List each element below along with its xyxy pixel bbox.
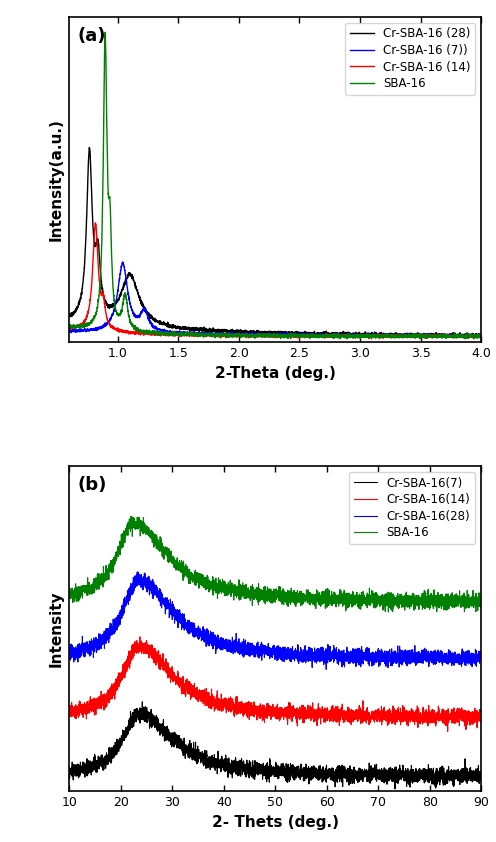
Cr-SBA-16 (14) <box>92 218 98 228</box>
Cr-SBA-16 (28) <box>426 330 432 340</box>
SBA-16 <box>366 589 372 600</box>
Cr-SBA-16(7) <box>392 784 398 794</box>
Cr-SBA-16 (28) <box>470 330 476 340</box>
Cr-SBA-16(14) <box>243 707 249 717</box>
Cr-SBA-16 (14) <box>369 334 374 344</box>
Cr-SBA-16 (28) <box>138 299 144 309</box>
SBA-16 <box>240 589 246 599</box>
SBA-16 <box>478 331 484 341</box>
Cr-SBA-16 (28) <box>478 332 484 342</box>
Cr-SBA-16(28) <box>134 567 140 577</box>
X-axis label: 2-Theta (deg.): 2-Theta (deg.) <box>215 365 336 381</box>
Cr-SBA-16 (7)) <box>66 325 72 335</box>
Legend: Cr-SBA-16 (28), Cr-SBA-16 (7)), Cr-SBA-16 (14), SBA-16: Cr-SBA-16 (28), Cr-SBA-16 (7)), Cr-SBA-1… <box>345 23 475 95</box>
Cr-SBA-16(7) <box>366 768 372 778</box>
Cr-SBA-16(28) <box>240 647 246 657</box>
Cr-SBA-16 (14) <box>426 330 432 340</box>
Line: Cr-SBA-16 (7)): Cr-SBA-16 (7)) <box>69 262 481 338</box>
Cr-SBA-16 (28) <box>225 325 231 335</box>
Cr-SBA-16 (28) <box>66 312 72 322</box>
Line: Cr-SBA-16(7): Cr-SBA-16(7) <box>69 701 481 789</box>
Cr-SBA-16 (7)) <box>120 257 125 267</box>
Cr-SBA-16(28) <box>262 646 268 656</box>
Cr-SBA-16 (7)) <box>114 293 120 303</box>
Cr-SBA-16 (28) <box>243 328 248 338</box>
Line: Cr-SBA-16(14): Cr-SBA-16(14) <box>69 637 481 732</box>
SBA-16 <box>426 331 432 341</box>
SBA-16 <box>470 332 476 342</box>
Cr-SBA-16(7) <box>445 770 451 781</box>
SBA-16 <box>466 591 472 601</box>
Cr-SBA-16 (14) <box>114 324 120 334</box>
SBA-16 <box>478 595 484 605</box>
SBA-16 <box>262 589 268 599</box>
Cr-SBA-16(14) <box>466 712 472 722</box>
Legend: Cr-SBA-16(7), Cr-SBA-16(14), Cr-SBA-16(28), SBA-16: Cr-SBA-16(7), Cr-SBA-16(14), Cr-SBA-16(2… <box>349 472 475 544</box>
Cr-SBA-16(28) <box>466 653 472 663</box>
Cr-SBA-16 (7)) <box>243 329 248 339</box>
Cr-SBA-16 (14) <box>478 331 484 341</box>
Cr-SBA-16 (7)) <box>478 332 484 342</box>
Cr-SBA-16(14) <box>66 704 72 714</box>
SBA-16 <box>138 325 144 335</box>
Cr-SBA-16(28) <box>66 647 72 657</box>
Cr-SBA-16 (28) <box>114 296 120 306</box>
Y-axis label: Intensity(a.u.): Intensity(a.u.) <box>49 118 64 241</box>
Cr-SBA-16 (14) <box>66 323 72 333</box>
Cr-SBA-16(7) <box>466 773 472 783</box>
Cr-SBA-16(7) <box>243 766 249 776</box>
Cr-SBA-16 (7)) <box>426 330 432 340</box>
Cr-SBA-16(14) <box>240 705 246 715</box>
Cr-SBA-16(7) <box>139 696 145 706</box>
SBA-16 <box>114 307 120 317</box>
Cr-SBA-16 (14) <box>470 331 476 341</box>
Text: (b): (b) <box>78 476 107 493</box>
SBA-16 <box>243 331 248 341</box>
X-axis label: 2- Thets (deg.): 2- Thets (deg.) <box>212 815 339 830</box>
Text: (a): (a) <box>78 27 106 45</box>
SBA-16 <box>471 334 477 344</box>
Cr-SBA-16(7) <box>478 769 484 779</box>
Cr-SBA-16(14) <box>262 707 268 717</box>
Cr-SBA-16 (14) <box>243 329 248 339</box>
Cr-SBA-16(28) <box>323 664 329 674</box>
SBA-16 <box>225 333 231 343</box>
Cr-SBA-16(14) <box>478 718 484 728</box>
Cr-SBA-16(28) <box>243 645 249 655</box>
Line: SBA-16: SBA-16 <box>69 32 481 339</box>
Cr-SBA-16 (28) <box>466 333 472 344</box>
Cr-SBA-16 (7)) <box>225 330 231 340</box>
Cr-SBA-16 (14) <box>225 330 231 340</box>
Cr-SBA-16 (14) <box>138 328 144 338</box>
Line: SBA-16: SBA-16 <box>69 516 481 612</box>
Cr-SBA-16 (7)) <box>472 333 478 343</box>
SBA-16 <box>66 593 72 603</box>
Cr-SBA-16(14) <box>445 704 451 714</box>
SBA-16 <box>102 27 108 37</box>
Cr-SBA-16(28) <box>445 653 451 663</box>
Cr-SBA-16(7) <box>66 762 72 772</box>
Cr-SBA-16 (7)) <box>138 307 144 317</box>
SBA-16 <box>128 511 134 521</box>
Cr-SBA-16(14) <box>445 727 451 737</box>
SBA-16 <box>385 607 391 617</box>
Cr-SBA-16(7) <box>240 762 246 772</box>
Cr-SBA-16 (7)) <box>470 330 476 340</box>
Cr-SBA-16(14) <box>366 716 372 726</box>
Cr-SBA-16(28) <box>478 651 484 661</box>
Line: Cr-SBA-16 (14): Cr-SBA-16 (14) <box>69 223 481 339</box>
Cr-SBA-16 (28) <box>86 142 92 152</box>
Y-axis label: Intensity: Intensity <box>49 590 64 667</box>
Line: Cr-SBA-16(28): Cr-SBA-16(28) <box>69 572 481 669</box>
SBA-16 <box>66 321 72 331</box>
SBA-16 <box>445 593 451 603</box>
Cr-SBA-16(28) <box>366 653 372 663</box>
Cr-SBA-16(7) <box>262 766 268 776</box>
SBA-16 <box>243 583 249 593</box>
Line: Cr-SBA-16 (28): Cr-SBA-16 (28) <box>69 147 481 338</box>
Cr-SBA-16(14) <box>137 632 143 642</box>
